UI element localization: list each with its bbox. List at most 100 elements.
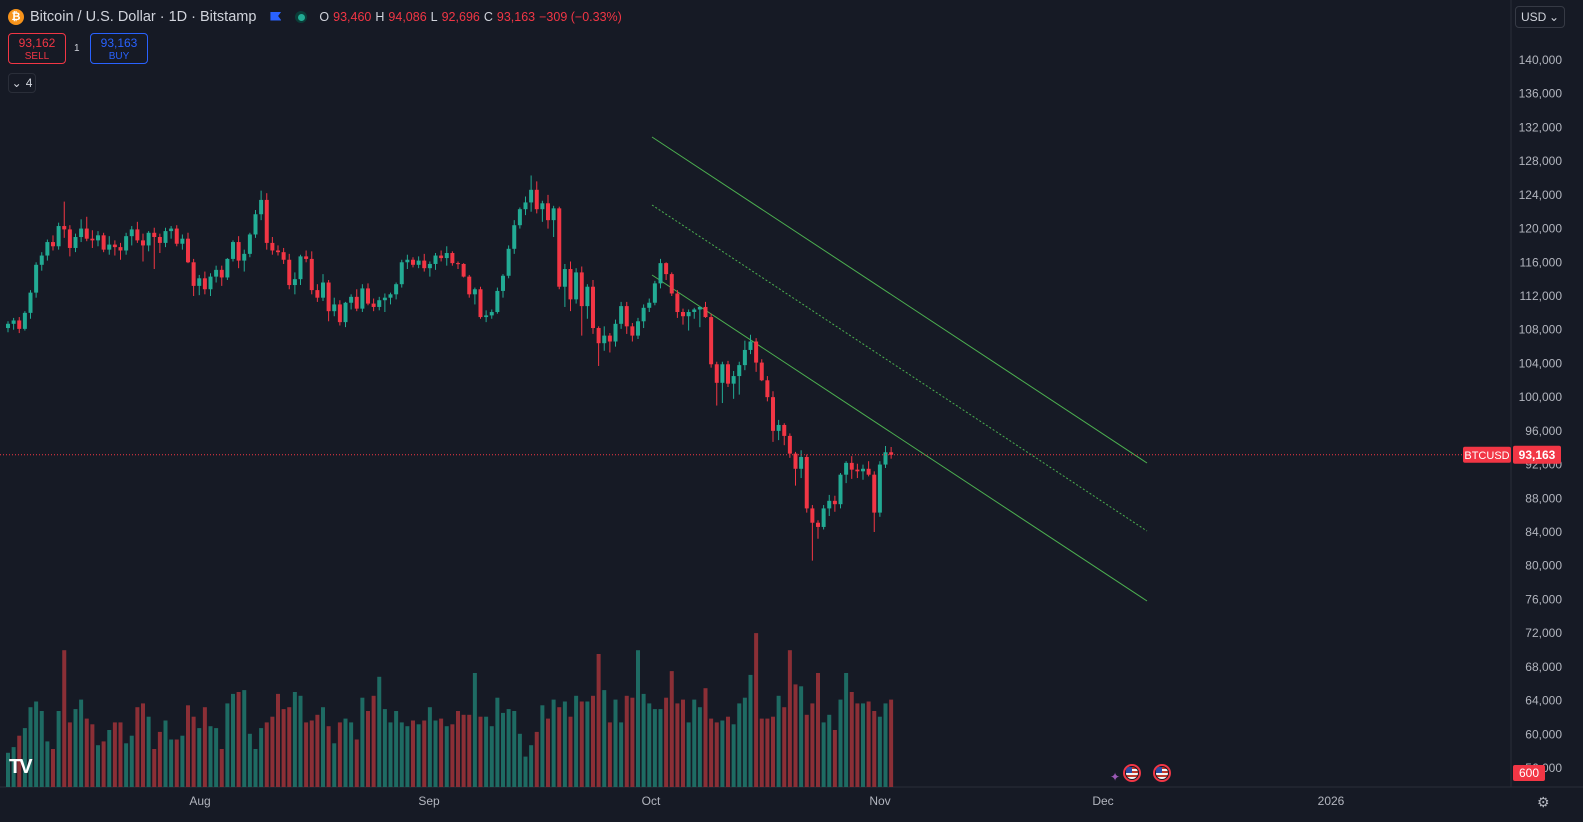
candle-body <box>287 259 292 286</box>
us-flag-event-icon[interactable] <box>1123 764 1141 782</box>
volume-bar <box>861 703 865 787</box>
volume-bar <box>596 654 601 787</box>
candle-body <box>748 341 753 350</box>
candle-body <box>439 255 444 259</box>
flag-icon[interactable] <box>270 12 281 23</box>
volume-bar <box>11 747 16 787</box>
candle-body <box>591 286 595 329</box>
volume-bar <box>720 720 725 787</box>
candle-body <box>816 522 820 527</box>
volume-bar <box>557 707 562 787</box>
price-tick-label: 64,000 <box>1525 694 1562 708</box>
settings-gear-icon[interactable]: ⚙ <box>1537 794 1550 810</box>
volume-bar <box>636 650 640 787</box>
volume-bar <box>602 690 607 787</box>
volume-bar <box>754 633 759 787</box>
candle-body <box>793 453 798 469</box>
candle-body <box>877 464 882 513</box>
candle-body <box>720 364 725 383</box>
price-tick-label: 76,000 <box>1525 592 1562 606</box>
candle-body <box>67 229 72 248</box>
time-tick-label: Oct <box>642 794 661 808</box>
sparkle-icon[interactable]: ✦ <box>1110 770 1121 784</box>
volume-bar <box>276 693 280 787</box>
candle-body <box>107 244 112 250</box>
candle-body <box>17 320 22 329</box>
volume-bar <box>540 705 545 787</box>
candle-body <box>242 253 247 261</box>
currency-value: USD <box>1521 10 1547 24</box>
channel-lower-line[interactable] <box>651 274 1148 602</box>
candle-body <box>39 255 44 265</box>
candle-body <box>472 289 477 295</box>
candle-body <box>62 226 67 230</box>
volume-bar <box>259 728 264 787</box>
candle-body <box>517 209 522 226</box>
volume-bar <box>141 703 145 787</box>
candle-body <box>861 468 865 472</box>
candle-body <box>827 500 832 509</box>
candle-body <box>585 286 590 307</box>
us-flag-event-icon-2[interactable] <box>1153 764 1171 782</box>
candle-body <box>855 469 860 472</box>
candle-body <box>540 203 545 210</box>
volume-bar <box>681 699 685 787</box>
volume-scale-tag <box>1513 765 1545 781</box>
channel-upper-line[interactable] <box>651 136 1148 464</box>
currency-select[interactable]: USD ⌄ <box>1515 6 1565 28</box>
candle-body <box>214 269 219 277</box>
open-label: O <box>319 10 330 24</box>
open-value: 93,460 <box>333 10 372 24</box>
volume-bar <box>45 741 50 787</box>
volume-bar <box>816 673 820 787</box>
candle-body <box>703 306 708 318</box>
candle-body <box>579 272 584 307</box>
volume-bar <box>523 756 528 787</box>
candle-body <box>411 259 415 265</box>
candle-body <box>169 228 174 232</box>
candle-body <box>765 380 770 398</box>
candle-body <box>602 335 607 344</box>
symbol-tag[interactable] <box>1463 446 1511 463</box>
indicators-toggle-button[interactable]: ⌄ 4 <box>8 73 36 93</box>
candle-body <box>534 189 539 210</box>
volume-bar <box>748 674 753 787</box>
buy-button[interactable]: 93,163 BUY <box>90 33 148 64</box>
candle-body <box>709 317 714 365</box>
time-tick-label: Sep <box>418 794 440 808</box>
candle-body <box>461 263 466 277</box>
candle-body <box>686 312 691 317</box>
close-label: C <box>483 10 493 24</box>
volume-bar <box>675 703 680 787</box>
candle-body <box>726 364 730 384</box>
volume-bar <box>73 709 78 787</box>
market-status-icon[interactable] <box>295 11 308 23</box>
volume-bar <box>129 735 134 787</box>
candle-body <box>56 226 61 247</box>
candle-body <box>501 275 505 291</box>
candle-body <box>630 326 635 336</box>
candle-body <box>22 312 27 329</box>
symbol-title[interactable]: Bitcoin / U.S. Dollar · 1D · Bitstamp <box>30 9 257 25</box>
candle-body <box>354 296 359 309</box>
price-tick-label: 100,000 <box>1519 390 1563 404</box>
ohlc-readout: O 93,460 H 94,086 L 92,696 C 93,163 −309 (−0… <box>319 10 621 24</box>
candle-body <box>51 242 55 247</box>
candle-body <box>163 231 168 243</box>
time-tick-label: Aug <box>189 794 210 808</box>
last-price-tag[interactable] <box>1513 445 1561 464</box>
low-label: L <box>430 10 438 24</box>
volume-bar <box>641 693 646 787</box>
candle-body <box>889 452 894 455</box>
time-axis[interactable] <box>0 788 1511 822</box>
chevron-down-icon: ⌄ <box>1548 10 1559 24</box>
symbol-header[interactable]: ₿ Bitcoin / U.S. Dollar · 1D · Bitstamp … <box>8 7 622 27</box>
tradingview-logo-icon[interactable]: TV <box>9 756 33 778</box>
volume-bar <box>624 695 629 787</box>
price-axis[interactable] <box>1511 0 1583 822</box>
candle-body <box>613 323 618 342</box>
volume-bar <box>742 697 747 787</box>
sell-button[interactable]: 93,162 SELL <box>8 33 66 64</box>
channel-middle-line[interactable] <box>651 204 1148 532</box>
